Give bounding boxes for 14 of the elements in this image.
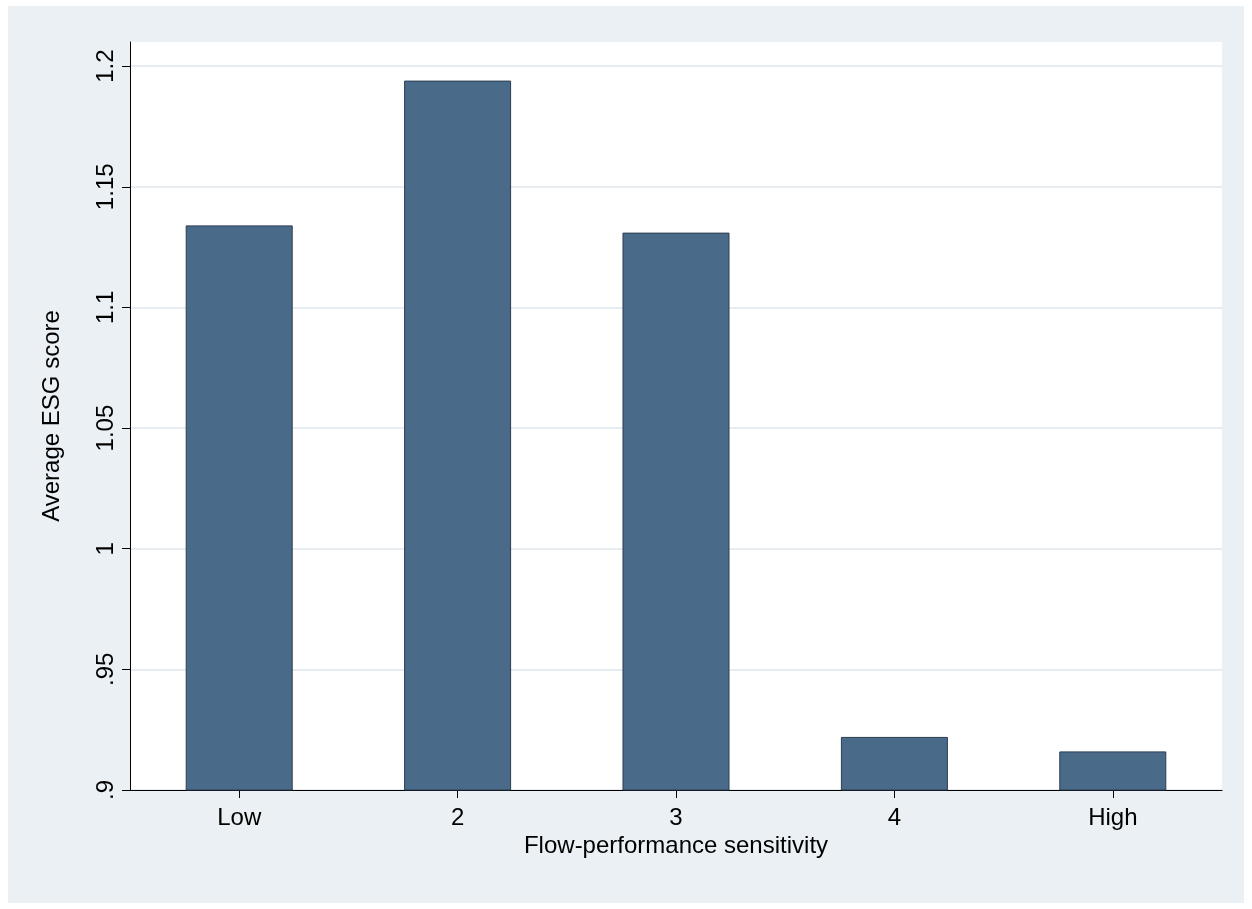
y-tick-label: .95 xyxy=(90,652,118,687)
x-tick-label: 2 xyxy=(450,802,465,830)
y-axis-title: Average ESG score xyxy=(36,310,64,522)
y-tick-label: .9 xyxy=(90,779,118,801)
x-tick-label: High xyxy=(1088,802,1138,830)
x-tick-label: 4 xyxy=(887,802,902,830)
y-tick-label: 1 xyxy=(90,542,118,556)
y-tick-label: 1.2 xyxy=(90,49,118,83)
x-axis-title: Flow-performance sensitivity xyxy=(523,831,829,859)
y-tick-label: 1.05 xyxy=(90,404,118,452)
x-tick-label: 3 xyxy=(669,802,683,830)
x-tick-label: Low xyxy=(217,802,262,830)
y-tick-label: 1.15 xyxy=(90,163,118,211)
y-tick-label: 1.1 xyxy=(90,290,118,325)
